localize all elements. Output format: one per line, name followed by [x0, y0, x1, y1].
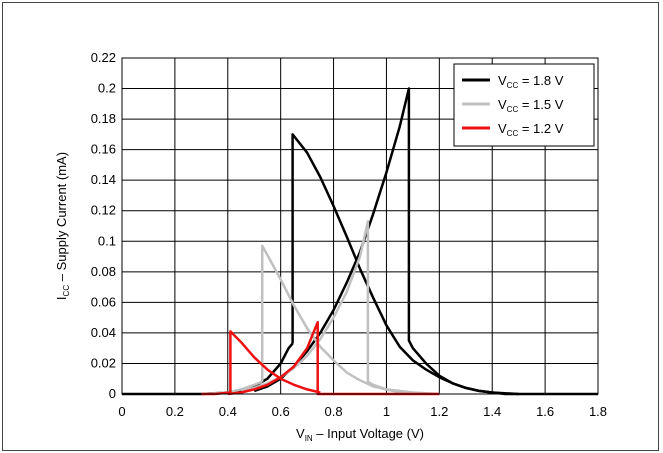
legend-label-rest: = 1.8 V	[518, 73, 563, 88]
y-tick-label: 0.06	[91, 294, 116, 309]
y-tick-label: 0	[109, 386, 116, 401]
legend-label-sub: CC	[507, 105, 519, 114]
x-tick-label: 0.4	[219, 404, 237, 419]
x-tick-label: 0	[118, 404, 125, 419]
x-axis-label: VIN – Input Voltage (V)	[296, 426, 424, 443]
tick-labels: 0 0.2 0.4 0.6 0.8 1 1.2 1.4 1.6 1.8 0 0.02 0.04 0.06 0…	[91, 50, 607, 419]
y-tick-label: 0.08	[91, 264, 116, 279]
legend-label-rest: = 1.2 V	[518, 121, 563, 136]
x-tick-label: 0.8	[325, 404, 343, 419]
x-tick-label: 1.2	[430, 404, 448, 419]
y-tick-label: 0.16	[91, 142, 116, 157]
x-tick-label: 1.4	[483, 404, 501, 419]
x-axis-label-main: V	[296, 426, 305, 441]
y-tick-label: 0.04	[91, 325, 116, 340]
plot-border	[121, 57, 599, 395]
legend-label-main: V	[498, 121, 507, 136]
legend-label: VCC = 1.5 V	[498, 97, 564, 114]
y-tick-label: 0.2	[98, 81, 116, 96]
y-axis-label: ICC – Supply Current (mA)	[54, 152, 71, 300]
legend-label: VCC = 1.8 V	[498, 73, 564, 90]
series-line-1-2-v-seg-1	[229, 330, 321, 394]
y-tick-label: 0.22	[91, 50, 116, 65]
y-tick-label: 0.1	[98, 233, 116, 248]
legend-label-main: V	[498, 73, 507, 88]
legend-label: VCC = 1.2 V	[498, 121, 564, 138]
y-axis-label-rest: – Supply Current (mA)	[54, 152, 69, 285]
x-tick-label: 0.2	[166, 404, 184, 419]
legend-label-sub: CC	[507, 81, 519, 90]
series-line-1-8-v-seg-1	[291, 133, 598, 396]
x-tick-label: 0.6	[272, 404, 290, 419]
x-axis-label-rest: – Input Voltage (V)	[313, 426, 424, 441]
legend-label-sub: CC	[507, 129, 519, 138]
y-tick-label: 0.12	[91, 203, 116, 218]
x-axis-label-sub: IN	[305, 434, 313, 443]
plot-lines	[122, 87, 598, 396]
legend-label-main: V	[498, 97, 507, 112]
x-tick-label: 1.8	[589, 404, 607, 419]
y-tick-label: 0.02	[91, 355, 116, 370]
x-tick-label: 1.6	[536, 404, 554, 419]
x-tick-label: 1	[383, 404, 390, 419]
legend-label-rest: = 1.5 V	[518, 97, 563, 112]
y-axis-label-main: I	[54, 296, 69, 300]
y-axis-label-sub: CC	[62, 285, 71, 297]
y-tick-label: 0.14	[91, 172, 116, 187]
y-tick-label: 0.18	[91, 111, 116, 126]
